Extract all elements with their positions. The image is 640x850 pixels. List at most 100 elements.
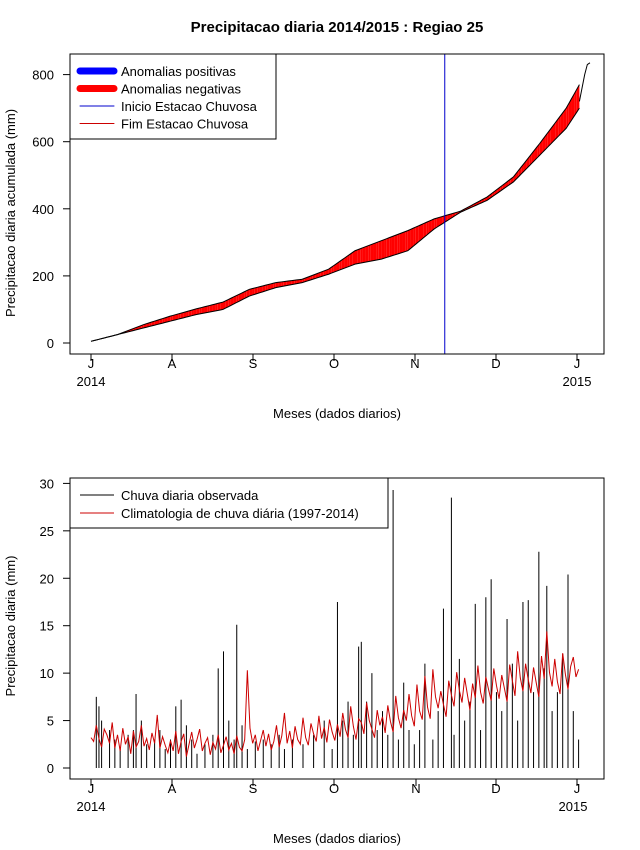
observed-cumulative-tail: [578, 62, 591, 102]
daily-x-axis-label: Meses (dados diarios): [273, 831, 401, 846]
negative-anomaly-segment: [191, 309, 194, 316]
y-tick-label: 400: [32, 202, 54, 217]
negative-anomaly-segment: [391, 235, 395, 256]
negative-anomaly-segment: [576, 84, 580, 113]
negative-anomaly-segment: [186, 310, 189, 318]
negative-anomaly-segment: [252, 287, 255, 296]
negative-anomaly-segment: [431, 218, 435, 232]
legend-label: Chuva diaria observada: [121, 488, 259, 503]
x-tick-label-month: J: [574, 781, 581, 796]
negative-anomaly-segment: [452, 212, 456, 218]
negative-anomaly-segment: [241, 291, 245, 301]
negative-anomaly-segment: [246, 289, 250, 298]
y-tick-label: 5: [47, 714, 54, 729]
negative-anomaly-segment: [368, 244, 371, 262]
negative-anomaly-segment: [378, 240, 382, 260]
negative-anomaly-segment: [352, 250, 355, 266]
negative-anomaly-segment: [188, 310, 192, 317]
negative-anomaly-segment: [370, 243, 374, 262]
x-tick-label-month: D: [491, 781, 500, 796]
negative-anomaly-segment: [289, 280, 292, 286]
negative-anomaly-segment: [183, 311, 187, 318]
negative-anomaly-segment: [394, 234, 398, 255]
legend-label: Fim Estacao Chuvosa: [121, 117, 249, 132]
negative-anomaly-segment: [315, 273, 319, 279]
legend-label: Anomalias negativas: [121, 82, 241, 97]
negative-anomaly-segment: [325, 269, 329, 276]
negative-anomaly-segment: [439, 216, 443, 226]
negative-anomaly-segment: [389, 236, 392, 257]
negative-anomaly-segment: [157, 319, 160, 325]
negative-anomaly-segment: [402, 231, 406, 253]
negative-anomaly-segment: [212, 304, 216, 312]
cumulative-y-ticks: 0 200 400 600 800: [32, 68, 70, 351]
negative-anomaly-segment: [487, 195, 490, 201]
negative-anomaly-segment: [550, 125, 553, 145]
negative-anomaly-segment: [294, 279, 297, 285]
negative-anomaly-segment: [180, 312, 184, 319]
y-tick-label: 10: [40, 666, 54, 681]
negative-anomaly-segment: [318, 272, 321, 278]
negative-anomaly-segment: [384, 238, 387, 259]
daily-year-label-end: 2015: [559, 799, 588, 814]
x-tick-label-month: A: [168, 781, 177, 796]
cumulative-plot-frame: [69, 53, 605, 355]
cumulative-y-axis-label: Precipitacao diaria acumulada (mm): [3, 109, 18, 317]
x-tick-label-month: J: [88, 781, 95, 796]
negative-anomaly-segment: [275, 282, 279, 288]
negative-anomaly-segment: [270, 283, 274, 290]
negative-anomaly-segment: [542, 136, 546, 153]
negative-anomaly-segment: [249, 288, 253, 297]
negative-anomaly-segment: [172, 314, 176, 321]
x-tick-label-month: N: [411, 781, 420, 796]
negative-anomaly-segment: [320, 271, 324, 277]
negative-anomaly-segment: [254, 287, 258, 295]
negative-anomaly-segment: [170, 315, 173, 322]
negative-anomaly-segment: [164, 316, 168, 323]
negative-anomaly-segment: [162, 317, 165, 324]
negative-anomaly-segment: [291, 280, 295, 285]
cumulative-legend: Anomalias positivas Anomalias negativas In…: [69, 53, 277, 140]
negative-anomaly-segment: [347, 254, 350, 268]
climatology-cumulative-line: [90, 84, 580, 342]
observed-cumulative-line: [90, 107, 580, 342]
negative-anomaly-segment: [209, 304, 213, 312]
x-tick-label-month: O: [329, 781, 339, 796]
negative-anomaly-segment: [193, 308, 197, 316]
negative-anomaly-segment: [236, 294, 239, 303]
negative-anomaly-segment: [357, 248, 361, 264]
negative-anomaly-segment: [151, 321, 155, 326]
negative-anomaly-segment: [333, 263, 337, 273]
negative-anomaly-segment: [386, 237, 390, 258]
y-tick-label: 0: [47, 336, 54, 351]
negative-anomaly-segment: [196, 308, 200, 315]
negative-anomaly-segment: [399, 232, 403, 254]
negative-anomaly-segment: [281, 281, 284, 287]
legend-label: Inicio Estacao Chuvosa: [121, 99, 258, 114]
cumulative-panel: 0 200 400 600 800 J A S O N D J 2014 2015 Meses (d…: [3, 53, 605, 421]
negative-anomaly-segment: [273, 282, 276, 289]
negative-anomaly-segment: [199, 307, 202, 314]
x-tick-label-month: D: [491, 356, 500, 371]
y-tick-label: 200: [32, 269, 54, 284]
climatology-daily-line: [90, 631, 580, 757]
negative-anomaly-segment: [204, 306, 208, 313]
negative-anomaly-segment: [442, 215, 445, 224]
negative-anomaly-segment: [415, 225, 419, 245]
chart-title: Precipitacao diaria 2014/2015 : Regiao 2…: [191, 19, 484, 36]
daily-panel: 0 5 10 15 20 25 30 J A S O N D J 2014 2015 Meses (da…: [3, 476, 605, 846]
negative-anomaly-segment: [355, 249, 358, 265]
y-tick-label: 25: [40, 524, 54, 539]
negative-anomaly-segment: [259, 285, 263, 293]
negative-anomaly-segment: [228, 298, 231, 307]
x-tick-label-month: A: [168, 356, 177, 371]
negative-anomaly-segment: [397, 233, 400, 255]
negative-anomaly-segment: [267, 283, 271, 291]
negative-anomaly-segment: [217, 302, 221, 311]
negative-anomaly-segment: [555, 118, 559, 140]
negative-anomaly-segment: [223, 300, 226, 310]
negative-anomaly-segment: [574, 89, 577, 117]
legend-label: Climatologia de chuva diária (1997-2014): [121, 506, 359, 521]
